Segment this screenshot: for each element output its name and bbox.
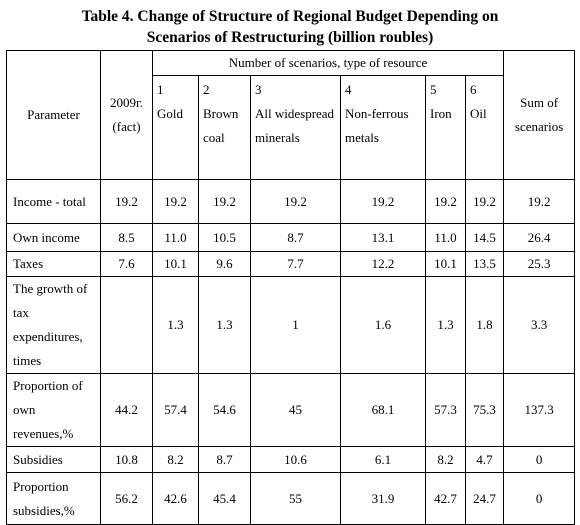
cell: 44.2	[100, 373, 153, 447]
cell	[100, 276, 153, 374]
cell: 19.2	[152, 179, 199, 224]
cell: 9.6	[198, 251, 251, 277]
scenario-number: 1	[157, 82, 164, 97]
scenario-header: 4 Non-ferrous metals	[340, 75, 426, 180]
cell: 8.7	[198, 446, 251, 473]
data-row: Proportion subsidies,% 56.2 42.6 45.4 55 31.9…	[6, 472, 576, 525]
data-row: Proportion of own revenues,% 44.2 57.4 54.6…	[6, 373, 576, 447]
data-row: Subsidies 10.8 8.2 8.7 10.6 6.1 8.2 4.7 0	[6, 446, 576, 473]
scenario-number: 4	[345, 82, 352, 97]
cell: 13.5	[464, 251, 505, 277]
cell: 1	[250, 276, 341, 374]
cell: 8.7	[250, 223, 341, 252]
cell: 54.6	[198, 373, 251, 447]
row-label: Subsidies	[6, 446, 101, 473]
cell: 11.0	[425, 223, 466, 252]
cell: 56.2	[100, 472, 153, 525]
scenario-name: All widespread minerals	[255, 106, 335, 145]
cell: 8.5	[100, 223, 153, 252]
row-label: Income - total	[6, 179, 101, 224]
cell: 31.9	[340, 472, 426, 525]
header-cell: Number of scenarios, type of resource	[151, 50, 505, 76]
scenario-name: Oil	[470, 106, 487, 121]
cell: 14.5	[464, 223, 505, 252]
cell: 0	[503, 446, 576, 473]
data-row: The growth of tax expenditures, times 1.3…	[6, 276, 576, 374]
table-title: Table 4. Change of Structure of Regional…	[81, 8, 499, 46]
row-label: Proportion subsidies,%	[6, 472, 101, 525]
scenario-header: 1 Gold	[152, 75, 199, 180]
header-cell: 2009г. (fact)	[100, 50, 153, 180]
scenario-name: Non-ferrous metals	[345, 106, 409, 145]
scenario-number: 5	[430, 82, 437, 97]
cell: 10.1	[152, 251, 199, 277]
cell: 45	[250, 373, 341, 447]
header-row: Parameter 2009г. (fact) Number of scenario…	[6, 50, 576, 180]
row-label: Own income	[6, 223, 101, 252]
cell: 19.2	[425, 179, 466, 224]
scenario-header: 5 Iron	[425, 75, 466, 180]
cell: 10.6	[250, 446, 341, 473]
cell: 42.6	[152, 472, 199, 525]
scenario-number: 6	[470, 82, 477, 97]
cell: 1.6	[340, 276, 426, 374]
cell: 1.3	[198, 276, 251, 374]
cell: 19.2	[464, 179, 505, 224]
scenario-header: 6 Oil	[464, 75, 505, 180]
cell: 57.3	[425, 373, 466, 447]
header-row: 1 Gold 2 Brown coal 3 All widespread minerals…	[7, 75, 575, 180]
cell: 42.7	[425, 472, 466, 525]
cell: 55	[250, 472, 341, 525]
cell: 3.3	[503, 276, 576, 374]
cell: 26.4	[503, 223, 576, 252]
cell: 19.2	[340, 179, 426, 224]
cell: 13.1	[340, 223, 426, 252]
cell: 24.7	[464, 472, 505, 525]
cell: 45.4	[198, 472, 251, 525]
cell: 10.1	[425, 251, 466, 277]
cell: 10.8	[100, 446, 153, 473]
cell: 1.3	[152, 276, 199, 374]
scenario-name: Gold	[157, 106, 183, 121]
cell: 19.2	[198, 179, 251, 224]
cell: 1.8	[464, 276, 505, 374]
cell: 75.3	[464, 373, 505, 447]
header-cell: Parameter	[6, 50, 101, 180]
data-row: Taxes 7.6 10.1 9.6 7.7 12.2 10.1 13.5 25.3	[6, 251, 576, 277]
cell: 11.0	[152, 223, 199, 252]
scenario-header: 3 All widespread minerals	[250, 75, 341, 180]
data-row: Income - total 19.2 19.2 19.2 19.2 19.2 19.2 19…	[6, 179, 576, 224]
cell: 19.2	[250, 179, 341, 224]
cell: 12.2	[340, 251, 426, 277]
row-label: The growth of tax expenditures, times	[6, 276, 101, 374]
cell: 57.4	[152, 373, 199, 447]
cell: 8.2	[152, 446, 199, 473]
cell: 4.7	[464, 446, 505, 473]
row-label: Taxes	[6, 251, 101, 277]
scenario-number: 2	[203, 82, 210, 97]
table: Parameter 2009г. (fact) Number of scenario…	[6, 50, 576, 525]
cell: 6.1	[340, 446, 426, 473]
scenario-header: 2 Brown coal	[198, 75, 251, 180]
cell: 25.3	[503, 251, 576, 277]
header-cell: Sum of scenarios	[503, 50, 576, 180]
cell: 68.1	[340, 373, 426, 447]
scenario-name: Brown coal	[203, 106, 239, 145]
cell: 137.3	[503, 373, 576, 447]
cell: 10.5	[198, 223, 251, 252]
cell: 7.7	[250, 251, 341, 277]
cell: 7.6	[100, 251, 153, 277]
data-row: Own income 8.5 11.0 10.5 8.7 13.1 11.0 14.5 26.4	[6, 223, 576, 252]
row-label: Proportion of own revenues,%	[6, 373, 101, 447]
cell: 1.3	[425, 276, 466, 374]
scenario-number: 3	[255, 82, 262, 97]
cell: 19.2	[503, 179, 576, 224]
cell: 0	[503, 472, 576, 525]
scenario-name: Iron	[430, 106, 452, 121]
cell: 19.2	[100, 179, 153, 224]
cell: 8.2	[425, 446, 466, 473]
